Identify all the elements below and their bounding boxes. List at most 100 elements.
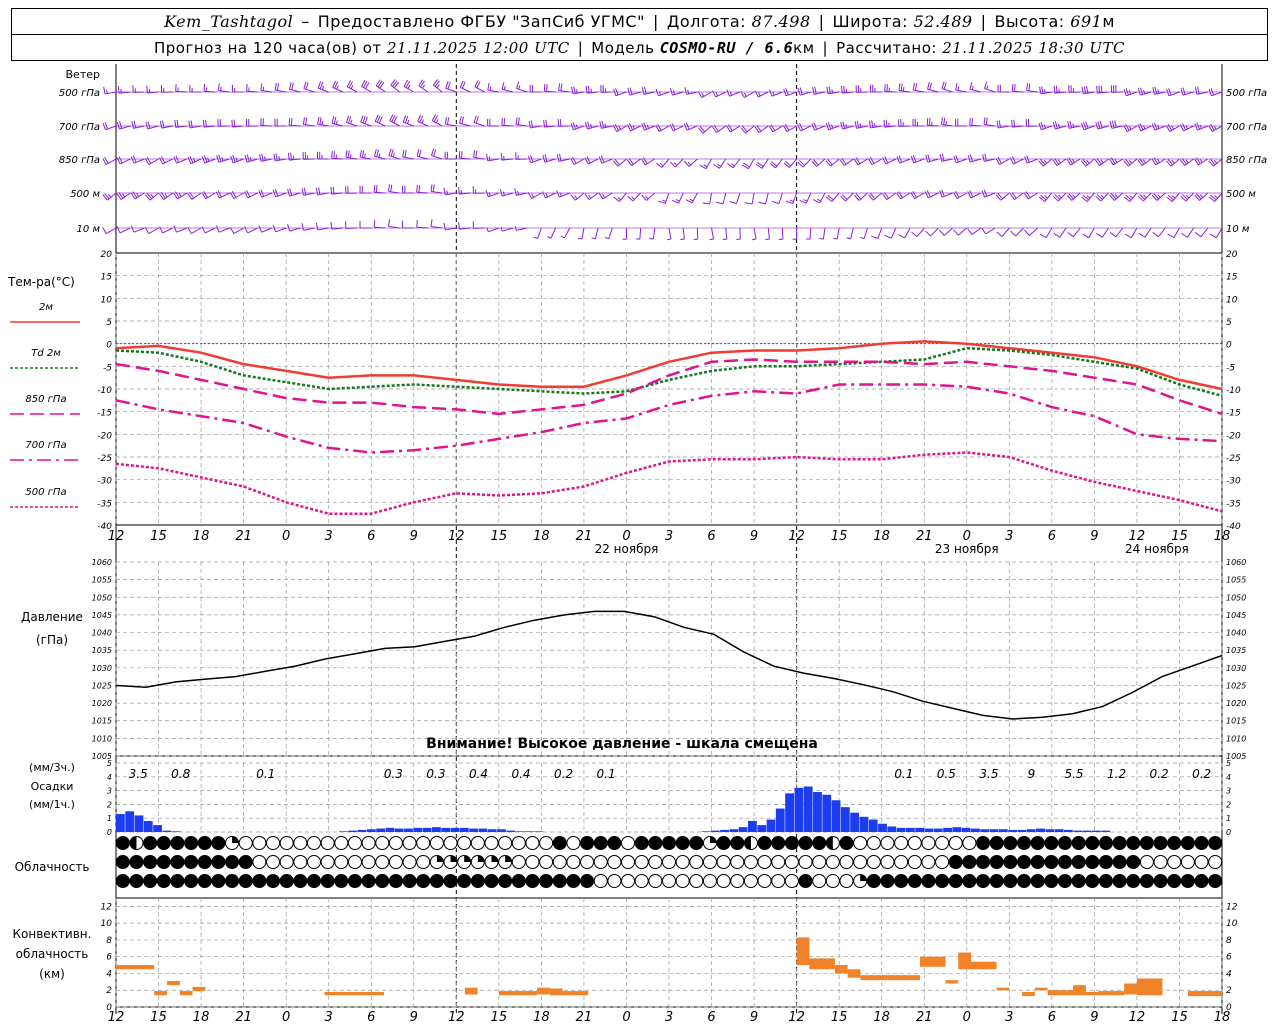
cloud-circle bbox=[1194, 855, 1209, 869]
grid-layer bbox=[115, 64, 1223, 1014]
cloud-circle bbox=[593, 836, 608, 850]
cloud-symbol bbox=[1071, 874, 1086, 888]
conv-bar bbox=[847, 969, 861, 978]
wind-barb-feather bbox=[1094, 159, 1100, 166]
precip-bar bbox=[1054, 829, 1064, 832]
pres-tick-label: 1025 bbox=[92, 681, 112, 690]
hour-tick-label-bottom: 18 bbox=[193, 1010, 210, 1024]
precip-bar bbox=[933, 828, 943, 832]
wind-barb-feather bbox=[685, 199, 693, 204]
wind-barb-feather bbox=[730, 163, 735, 167]
cloud-circle bbox=[266, 836, 281, 850]
wind-barb bbox=[215, 190, 230, 199]
precip-unit-3h: (мм/3ч.) bbox=[29, 761, 75, 774]
wind-barb-feather bbox=[768, 125, 774, 133]
wind-barb-feather bbox=[203, 84, 206, 92]
wind-barb-feather bbox=[826, 86, 829, 95]
wind-barb-staff bbox=[418, 85, 429, 93]
wind-barb-feather bbox=[713, 163, 720, 169]
model-unit: км bbox=[793, 38, 815, 57]
wind-barb-feather bbox=[854, 121, 858, 129]
wind-barb bbox=[159, 156, 173, 165]
wind-barb-feather bbox=[1040, 194, 1047, 201]
cloud-circle bbox=[347, 836, 362, 850]
wind-barb bbox=[528, 120, 542, 129]
cloud-circle bbox=[416, 855, 431, 869]
cloud-circle bbox=[1057, 874, 1072, 888]
wind-barb-staff bbox=[709, 192, 713, 205]
wind-barb-feather bbox=[517, 117, 520, 125]
conv-bar bbox=[1085, 991, 1099, 996]
cloud-circle bbox=[1044, 855, 1059, 869]
cloud-symbol bbox=[375, 874, 390, 888]
cloud-symbol bbox=[402, 836, 417, 850]
wind-barb-feather bbox=[264, 156, 266, 161]
hour-tick-label: 21 bbox=[916, 529, 933, 544]
wind-barb-staff bbox=[1072, 227, 1081, 238]
wind-barb-feather bbox=[846, 237, 851, 240]
conv-bar bbox=[834, 965, 848, 974]
wind-barb bbox=[244, 190, 259, 199]
wind-barb-feather bbox=[560, 83, 563, 91]
cloud-symbol bbox=[566, 855, 581, 869]
temp-series-3 bbox=[115, 383, 1223, 454]
wind-barb bbox=[1181, 227, 1195, 238]
wind-level-label: 10 м bbox=[77, 224, 101, 235]
cloud-symbol bbox=[1098, 874, 1113, 888]
wind-barb-feather bbox=[392, 80, 398, 87]
cloud-symbol bbox=[225, 855, 240, 869]
wind-barb-feather bbox=[1110, 193, 1117, 200]
cloud-circle bbox=[375, 874, 390, 888]
cloud-circle bbox=[662, 836, 676, 850]
pres-tick-label-right: 1060 bbox=[1226, 558, 1246, 567]
cloud-circle bbox=[552, 874, 567, 888]
wind-barb-staff bbox=[761, 158, 769, 169]
cloud-symbol bbox=[293, 874, 308, 888]
wind-barb bbox=[274, 118, 287, 127]
cloud-symbol bbox=[402, 855, 417, 869]
precip-tick-label-right: 4 bbox=[1226, 773, 1231, 782]
conv-tick-label: 8 bbox=[106, 936, 112, 946]
cloud-symbol bbox=[443, 874, 458, 888]
hour-tick-label: 6 bbox=[1048, 529, 1056, 544]
wind-barb-feather bbox=[1067, 121, 1070, 129]
wind-barb-staff bbox=[661, 158, 670, 168]
cloud-symbol bbox=[306, 855, 321, 869]
wind-barb-feather bbox=[104, 122, 109, 130]
wind-barb-feather bbox=[244, 226, 249, 234]
precip-bar bbox=[775, 808, 785, 832]
cloud-circle bbox=[170, 874, 185, 888]
wind-barb-feather bbox=[715, 92, 719, 97]
wind-barb-staff bbox=[632, 192, 642, 202]
wind-barb-feather bbox=[1066, 158, 1072, 166]
cloud-circle bbox=[935, 874, 950, 888]
cloud-symbol bbox=[1208, 836, 1223, 850]
cloud-circle bbox=[948, 836, 963, 850]
wind-barb-feather bbox=[276, 83, 280, 91]
wind-barb bbox=[173, 225, 188, 233]
temp-tick-label-right: -40 bbox=[1226, 522, 1241, 532]
cloud-symbol bbox=[279, 855, 294, 869]
wind-barb bbox=[1180, 87, 1194, 96]
wind-barb bbox=[332, 80, 344, 93]
wind-barb bbox=[884, 227, 897, 239]
cloud-symbol bbox=[225, 874, 240, 888]
cloud-circle bbox=[375, 855, 390, 869]
cloud-circle bbox=[416, 874, 431, 888]
wind-barb-staff bbox=[1029, 227, 1039, 236]
cloud-circle bbox=[921, 836, 936, 850]
wind-barb bbox=[768, 89, 783, 97]
cloud-symbol bbox=[552, 855, 567, 869]
wind-barb-staff bbox=[502, 227, 514, 232]
cloud-circle bbox=[784, 855, 799, 869]
wind-barb bbox=[785, 192, 798, 204]
cloud-circle bbox=[989, 874, 1004, 888]
wind-barb-staff bbox=[1186, 227, 1195, 238]
wind-barb-feather bbox=[687, 161, 692, 166]
cloud-circle bbox=[702, 874, 717, 888]
precip-bar bbox=[497, 829, 506, 832]
cloud-symbol bbox=[1167, 874, 1182, 888]
wind-barb-staff bbox=[957, 227, 968, 236]
wind-barb-feather bbox=[884, 84, 886, 92]
wind-barb-staff bbox=[303, 88, 315, 93]
